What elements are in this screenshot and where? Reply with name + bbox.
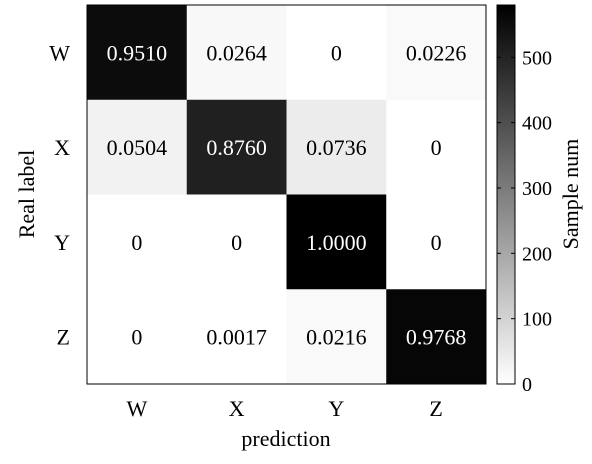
heatmap-cell [386, 99, 487, 195]
heatmap-cell [186, 5, 287, 101]
heatmap-cell [386, 194, 487, 290]
heatmap-cell [186, 99, 287, 195]
cell-value-label: 0.9510 [107, 40, 168, 65]
cell-value-label: 0.0226 [406, 40, 467, 65]
cell-value-label: 0.9768 [406, 325, 467, 350]
colorbar-tick-label: 0 [522, 374, 532, 396]
cell-value-label: 0.8760 [206, 135, 267, 160]
cell-value-label: 0 [331, 40, 342, 65]
colorbar-label: Sample num [558, 139, 583, 250]
heatmap-cell [286, 99, 387, 195]
cell-value-label: 0 [131, 230, 142, 255]
cell-value-label: 0 [131, 325, 142, 350]
colorbar-tick-label: 500 [522, 47, 552, 69]
cell-value-label: 0 [231, 230, 242, 255]
y-tick-label: Y [54, 230, 70, 255]
y-tick-label: W [49, 40, 70, 65]
y-tick-label: Z [57, 325, 70, 350]
heatmap-cell [87, 289, 188, 385]
colorbar [496, 4, 516, 385]
heatmap-cell [87, 5, 188, 101]
heatmap-cell [386, 5, 487, 101]
x-tick-label: X [229, 396, 245, 421]
x-tick-labels: W X Y Z [126, 396, 442, 421]
y-tick-label: X [54, 135, 70, 160]
colorbar-ticks: 0 100 200 300 400 500 [497, 47, 552, 396]
y-tick-labels: W X Y Z [49, 40, 70, 349]
x-tick-label: W [126, 396, 147, 421]
colorbar-tick-label: 400 [522, 113, 552, 135]
heatmap-cell [87, 194, 188, 290]
colorbar-tick-label: 300 [522, 178, 552, 200]
heatmap-cell [386, 289, 487, 385]
heatmap-cell [186, 194, 287, 290]
colorbar-tick-label: 100 [522, 309, 552, 331]
colorbar-tick-label: 200 [522, 243, 552, 265]
cell-value-label: 0 [431, 230, 442, 255]
cell-value-label: 0 [431, 135, 442, 160]
heatmap-cells [87, 5, 487, 385]
x-axis-label: prediction [241, 426, 330, 451]
cell-value-label: 0.0736 [306, 135, 367, 160]
heatmap-cell [87, 99, 188, 195]
heatmap-cell [286, 194, 387, 290]
heatmap-cell [286, 289, 387, 385]
cell-value-labels: 0.9510 0.0264 0 0.0226 0.0504 0.8760 0.0736 0 0 0… [107, 40, 467, 349]
cell-value-label: 0.0264 [206, 40, 267, 65]
x-tick-label: Z [429, 396, 442, 421]
y-axis-label: Real label [14, 150, 39, 239]
heatmap-cell [286, 5, 387, 101]
cell-value-label: 0.0216 [306, 325, 367, 350]
cell-value-label: 0.0504 [107, 135, 168, 160]
x-tick-label: Y [328, 396, 344, 421]
plot-frame [86, 4, 487, 385]
heatmap-cell [186, 289, 287, 385]
cell-value-label: 0.0017 [206, 325, 267, 350]
cell-value-label: 1.0000 [306, 230, 367, 255]
